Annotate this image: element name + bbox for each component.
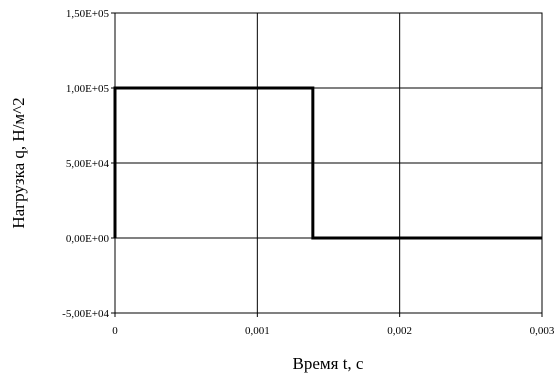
x-axis-ticks: 0 0,001 0,002 0,003 [112,313,555,337]
y-tick-label: 1,00E+05 [66,83,110,95]
x-tick-label: 0 [112,325,118,337]
y-axis-label: Нагрузка q, Н/м^2 [9,97,28,228]
y-tick-label: -5,00E+04 [62,308,109,320]
x-tick-label: 0,002 [387,325,412,337]
x-tick-label: 0,001 [245,325,270,337]
x-tick-label: 0,003 [530,325,555,337]
x-axis-label: Время t, с [293,354,364,373]
series-line [113,86,542,240]
y-tick-label: 5,00E+04 [66,158,110,170]
series-group [113,86,542,240]
y-axis-ticks: -5,00E+04 0,00E+00 5,00E+04 1,00E+05 1,50E+0… [62,8,115,320]
y-tick-label: 1,50E+05 [66,8,110,20]
y-tick-label: 0,00E+00 [66,233,110,245]
